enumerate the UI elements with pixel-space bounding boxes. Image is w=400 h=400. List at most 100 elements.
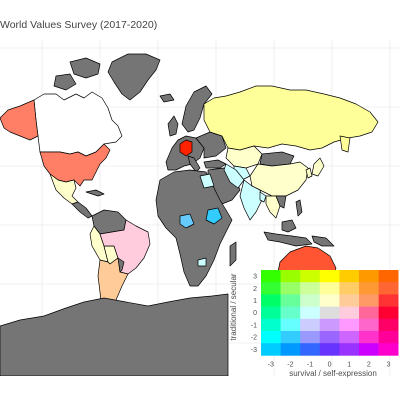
legend-cell <box>280 343 301 356</box>
country-mexico <box>49 173 79 205</box>
legend-cell <box>300 318 321 332</box>
legend-cell <box>300 270 321 283</box>
country-new-guinea <box>311 235 335 247</box>
legend-cell <box>319 331 340 344</box>
legend-cell <box>378 282 399 295</box>
country-india <box>239 179 263 221</box>
legend-y-ticks: 3 2 1 0 -1 -2 -3 <box>251 274 257 354</box>
country-indonesia <box>263 231 313 247</box>
legend-cell <box>261 294 281 307</box>
legend-y-tick-label: -2 <box>251 335 257 342</box>
legend-x-label: survival / self-expression <box>289 369 377 378</box>
legend-y-tick-label: 2 <box>253 286 257 293</box>
legend-cell <box>280 306 301 320</box>
legend-x-tick-label: -1 <box>307 361 313 368</box>
country-brazil <box>99 219 151 275</box>
legend-cell <box>319 343 340 356</box>
country-alaska <box>0 99 39 141</box>
legend-x-tick-label: -2 <box>287 361 293 368</box>
legend-y-tick-label: -1 <box>251 322 257 329</box>
legend-cell <box>359 294 379 307</box>
country-russia <box>203 85 379 151</box>
country-indochina <box>275 195 287 209</box>
legend-y-tick-label: 1 <box>253 298 257 305</box>
legend-cell <box>359 343 379 356</box>
world-map <box>0 40 400 376</box>
country-korea <box>305 167 313 179</box>
legend-cell <box>319 270 340 283</box>
legend-cell <box>280 282 301 295</box>
legend-y-tick-label: 0 <box>253 310 257 317</box>
country-uk <box>167 115 179 137</box>
country-russia-far-east <box>339 135 351 153</box>
country-zimbabwe <box>197 257 207 267</box>
country-central-america <box>71 201 93 219</box>
country-canada-islands <box>69 57 101 79</box>
legend-x-tick-label: 2 <box>367 361 371 368</box>
legend-cell <box>378 294 399 307</box>
legend-x-tick-label: 0 <box>328 361 332 368</box>
legend-cell <box>261 343 281 356</box>
legend-cell <box>319 306 340 320</box>
legend-cell <box>319 318 340 332</box>
legend-cell <box>339 318 360 332</box>
legend-cell <box>280 318 301 332</box>
legend-x-tick-label: 1 <box>347 361 351 368</box>
legend-cell <box>359 270 379 283</box>
country-bangladesh <box>259 191 267 203</box>
legend-cell <box>300 331 321 344</box>
country-canada-islands-2 <box>53 73 77 91</box>
country-turkey <box>203 159 227 169</box>
country-japan <box>311 157 325 177</box>
country-iran <box>223 163 245 189</box>
legend-cell <box>261 270 281 283</box>
country-nigeria <box>179 213 195 229</box>
legend-cell <box>300 306 321 320</box>
country-borneo <box>281 219 297 233</box>
country-antarctica <box>0 293 229 376</box>
country-kazakhstan <box>225 145 263 169</box>
legend-cell <box>261 331 281 344</box>
legend-cell <box>280 294 301 307</box>
legend-cell <box>339 270 360 283</box>
legend-cell <box>300 282 321 295</box>
legend-cell <box>339 282 360 295</box>
country-paraguay <box>117 257 125 273</box>
legend-cell <box>261 306 281 320</box>
legend-cell <box>319 282 340 295</box>
legend-cell <box>378 306 399 320</box>
legend-cell <box>359 318 379 332</box>
country-canada <box>33 91 123 157</box>
legend-cell <box>359 282 379 295</box>
legend-y-tick-label: -3 <box>251 347 257 354</box>
legend-color-grid <box>261 270 399 356</box>
legend-x-tick-label: 3 <box>386 361 390 368</box>
legend-cell <box>280 331 301 344</box>
legend-cell <box>378 318 399 332</box>
legend-cell <box>339 294 360 307</box>
country-scandinavia <box>181 85 213 133</box>
legend-cell <box>261 282 281 295</box>
legend-cell <box>378 331 399 344</box>
country-iceland <box>159 93 175 103</box>
country-caribbean <box>85 189 105 197</box>
legend-cell <box>339 343 360 356</box>
legend-y-tick-label: 3 <box>253 274 257 281</box>
legend-cell <box>261 318 281 332</box>
page-title: World Values Survey (2017-2020) <box>0 19 158 31</box>
country-philippines <box>295 199 303 217</box>
country-egypt <box>199 173 215 189</box>
legend-cell <box>339 331 360 344</box>
legend-cell <box>300 294 321 307</box>
country-madagascar <box>229 241 237 267</box>
bivariate-legend: -3 -2 -1 0 1 2 3 3 2 1 0 -1 -2 -3 survival / self-ex… <box>229 270 399 378</box>
legend-x-ticks: -3 -2 -1 0 1 2 3 <box>268 361 391 368</box>
legend-cell <box>339 306 360 320</box>
legend-cell <box>378 343 399 356</box>
legend-cell <box>300 343 321 356</box>
legend-cell <box>378 270 399 283</box>
country-ethiopia <box>205 207 223 225</box>
legend-cell <box>359 331 379 344</box>
legend-cell <box>319 294 340 307</box>
country-germany <box>179 139 193 157</box>
